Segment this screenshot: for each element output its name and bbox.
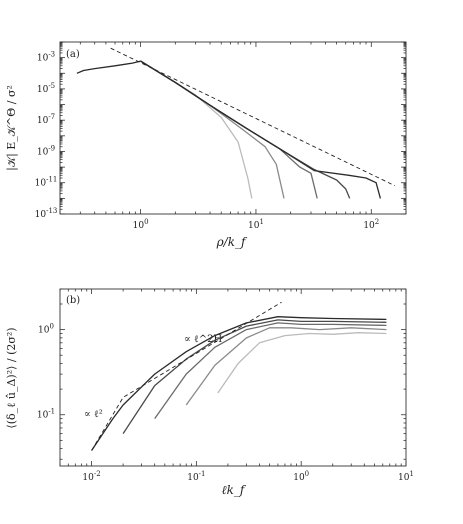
y-tick-label-b: 100 <box>38 323 54 336</box>
y-tick-label-a: 10-5 <box>37 82 55 95</box>
plot-frame-b <box>59 288 407 467</box>
x-tick-label-b: 10-1 <box>187 470 205 483</box>
series-line-b-1 <box>217 332 387 394</box>
y-tick-label-a: 10-9 <box>37 144 55 157</box>
panel-label-a: (a) <box>66 49 80 60</box>
series-line-b-2 <box>185 327 387 406</box>
reference-dashed-line-b <box>91 301 282 451</box>
x-axis-label-a: ρ/k_f <box>216 235 248 249</box>
plot-frame-a <box>59 41 407 215</box>
y-axis-label-b: ⟨(δ_ℓ û_Δ)²⟩ / (2σ²) <box>5 327 18 428</box>
series-group-b <box>91 301 387 451</box>
series-line-a-2 <box>140 60 285 199</box>
x-tick-label-b: 101 <box>398 470 414 483</box>
annotation-ell-2H: ∝ ℓ^2H <box>184 334 222 345</box>
chart-panel-a: (a) ρ/k_f |𝒦| E_𝒦^Θ / σ² 100 101 10210-310… <box>5 41 407 249</box>
x-tick-label-b: 10-2 <box>82 470 100 483</box>
series-line-b-4 <box>122 319 387 434</box>
chart-panel-b: (b) ∝ ℓ² ∝ ℓ^2H ℓk_f ⟨(δ_ℓ û_Δ)²⟩ / (2σ²… <box>5 288 414 497</box>
y-tick-label-a: 10-7 <box>37 113 55 126</box>
x-tick-label-a: 102 <box>363 218 379 231</box>
y-axis-label-a: |𝒦| E_𝒦^Θ / σ² <box>5 85 19 171</box>
series-group-a <box>76 47 395 199</box>
axes-b: 10-2 10-1 100 101 10-1 100 <box>37 288 414 483</box>
y-tick-label-a: 10-13 <box>35 207 58 220</box>
series-line-b-5 <box>91 316 387 451</box>
annotation-ell-squared: ∝ ℓ² <box>84 409 103 420</box>
y-tick-label-b: 10-1 <box>37 408 55 421</box>
x-axis-label-b: ℓk_f <box>222 483 247 497</box>
series-line-b-3 <box>154 322 387 419</box>
x-tick-label-a: 100 <box>133 218 149 231</box>
x-tick-label-b: 100 <box>293 470 309 483</box>
series-line-a-5 <box>76 60 382 199</box>
axes-a: 100 101 102 10-3 10-5 10-7 10-9 10-11 10-13 <box>35 41 407 231</box>
series-line-a-1 <box>140 60 253 199</box>
series-line-a-4 <box>140 60 351 199</box>
panel-label-b: (b) <box>66 295 80 306</box>
reference-dashed-line-a <box>110 47 395 187</box>
x-tick-label-a: 101 <box>248 218 264 231</box>
y-tick-label-a: 10-3 <box>37 51 55 64</box>
y-tick-label-a: 10-11 <box>35 176 58 189</box>
